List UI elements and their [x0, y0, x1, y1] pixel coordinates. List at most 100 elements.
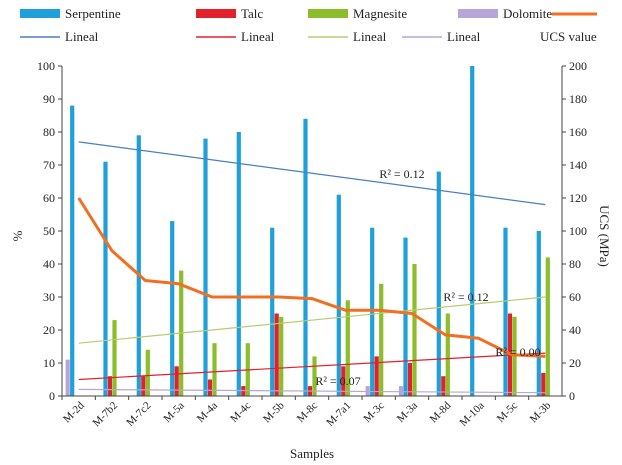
trendline-serpentine	[78, 141, 546, 206]
x-tick-label-M-4c: M-4c	[228, 400, 253, 425]
legend-swatch-serpentine	[20, 9, 60, 18]
bar-talc-M-3a	[407, 363, 413, 396]
legend-label-ucs: UCS value	[540, 29, 597, 44]
axes: 0 10 20 30 40 50 60 70 80 90 100 0 20 40 60 80 100 120 140…	[10, 59, 612, 461]
bar-magnesite-M-4a	[212, 343, 217, 396]
legend-label-trend-talc: Lineal	[241, 29, 275, 44]
y-axis-title: %	[10, 230, 25, 241]
bar-talc-M-3b	[541, 372, 546, 396]
bar-talc-M-5a	[174, 366, 179, 396]
left-tick-label: 50	[43, 224, 55, 238]
bar-serpentine-M-7b2	[103, 161, 108, 396]
bar-serpentine-M-10a	[470, 66, 475, 396]
bar-talc-M-7a1	[341, 366, 346, 396]
x-tick-label-M-5c: M-5c	[495, 400, 520, 425]
right-tick-label: 60	[569, 290, 581, 304]
x-tick-label-M-5a: M-5a	[161, 400, 186, 425]
trendline-talc	[78, 352, 546, 381]
x-tick-label-M-10a: M-10a	[458, 400, 487, 429]
right-tick-label: 40	[569, 323, 581, 337]
bar-magnesite-M-7a1	[345, 300, 350, 396]
bar-talc-M-8d	[441, 376, 446, 396]
r2-label-serpentine: R² = 0.12	[379, 167, 424, 181]
left-tick-label: 100	[37, 59, 55, 73]
right-tick-label: 160	[569, 125, 587, 139]
legend-label-dolomite: Dolomite	[503, 6, 552, 21]
legend-label-trend-serpentine: Lineal	[65, 29, 99, 44]
legend: Serpentine Talc Magnesite Dolomite UCS value…	[20, 6, 597, 44]
bar-serpentine-M-4c	[236, 132, 241, 396]
ucs-line	[77, 197, 546, 358]
legend-label-serpentine: Serpentine	[65, 6, 121, 21]
right-tick-label: 120	[569, 191, 587, 205]
legend-swatch-talc	[196, 9, 236, 18]
x-tick-label-M-3c: M-3c	[361, 400, 386, 425]
bar-serpentine-M-3a	[403, 237, 408, 396]
bar-serpentine-M-7a1	[336, 194, 341, 396]
legend-label-talc: Talc	[241, 6, 263, 21]
legend-swatch-dolomite	[458, 9, 498, 18]
right-tick-label: 0	[569, 389, 575, 403]
bar-serpentine-M-5a	[170, 221, 175, 396]
legend-label-trend-magnesite: Lineal	[353, 29, 387, 44]
bar-magnesite-M-3c	[379, 283, 384, 396]
y2-axis-title: UCS (MPa)	[597, 205, 612, 267]
bar-magnesite-M-8d	[445, 313, 450, 396]
x-tick-label-M-7b2: M-7b2	[90, 400, 120, 430]
bar-talc-M-5b	[274, 313, 279, 396]
bar-serpentine-M-5c	[503, 227, 508, 396]
x-tick-label-M-3a: M-3a	[395, 400, 420, 425]
x-tick-label-M-2d: M-2d	[61, 399, 87, 425]
right-tick-label: 100	[569, 224, 587, 238]
legend-label-trend-dolomite: Lineal	[447, 29, 481, 44]
bar-serpentine-M-5b	[270, 227, 275, 396]
right-tick-label: 180	[569, 92, 587, 106]
x-tick-label-M-3b: M-3b	[528, 399, 554, 425]
x-tick-label-M-7c2: M-7c2	[124, 400, 153, 429]
left-tick-label: 10	[43, 356, 55, 370]
x-tick-label-M-4a: M-4a	[195, 400, 220, 425]
r2-label-magnesite: R² = 0.12	[443, 290, 488, 304]
right-tick-label: 140	[569, 158, 587, 172]
bar-magnesite-M-3b	[545, 257, 550, 396]
bar-serpentine-M-4a	[203, 138, 208, 396]
bar-talc-M-7c2	[141, 376, 146, 396]
x-axis-title: Samples	[290, 446, 334, 461]
right-tick-label: 200	[569, 59, 587, 73]
bar-talc-M-3c	[374, 356, 379, 396]
plot-area: R² = 0.12 R² = 0.07 R² = 0.12 R² = 0.00	[65, 66, 550, 397]
left-tick-label: 0	[49, 389, 55, 403]
bar-serpentine-M-3c	[370, 227, 375, 396]
right-tick-label: 20	[569, 356, 581, 370]
left-tick-label: 80	[43, 125, 55, 139]
legend-label-magnesite: Magnesite	[353, 6, 407, 21]
trendline-magnesite	[78, 296, 546, 344]
x-tick-label-M-5b: M-5b	[261, 399, 287, 425]
x-tick-label-M-7a1: M-7a1	[324, 400, 353, 429]
right-tick-label: 80	[569, 257, 581, 271]
bar-serpentine-M-8d	[436, 171, 441, 396]
left-tick-label: 70	[43, 158, 55, 172]
left-tick-label: 60	[43, 191, 55, 205]
r2-label-ucs: R² = 0.00	[495, 345, 540, 359]
bar-magnesite-M-7b2	[112, 320, 117, 396]
r2-label-talc: R² = 0.07	[315, 374, 360, 388]
x-tick-label-M-8c: M-8c	[295, 400, 320, 425]
left-tick-label: 20	[43, 323, 55, 337]
bar-magnesite-M-5b	[279, 316, 284, 396]
bar-dolomite-M-3a	[398, 386, 404, 396]
bar-talc-M-7b2	[107, 376, 113, 396]
x-tick-label-M-8d: M-8d	[428, 399, 454, 425]
bar-serpentine-M-7c2	[136, 135, 141, 397]
bar-serpentine-M-3b	[536, 231, 541, 396]
bar-magnesite-M-7c2	[145, 349, 150, 396]
legend-swatch-magnesite	[308, 9, 348, 18]
bar-dolomite-M-2d	[65, 359, 70, 396]
bar-talc-M-4a	[207, 379, 213, 396]
trendline-dolomite	[78, 388, 546, 394]
left-tick-label: 90	[43, 92, 55, 106]
bar-magnesite-M-8c	[312, 356, 317, 396]
left-tick-label: 40	[43, 257, 55, 271]
bar-serpentine-M-2d	[70, 105, 75, 396]
